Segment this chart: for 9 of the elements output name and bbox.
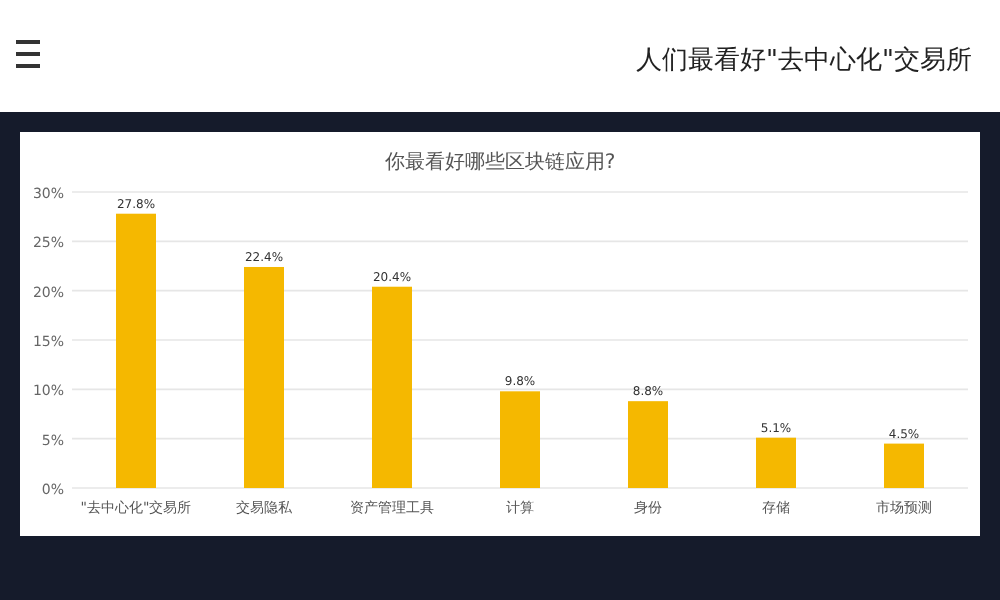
bar <box>116 213 156 488</box>
bar <box>884 443 924 488</box>
bar <box>372 286 412 488</box>
bar <box>244 266 284 488</box>
bar <box>500 391 540 488</box>
text: 人们最看好"去中心化"交易所 <box>636 44 972 76</box>
bar <box>756 437 796 488</box>
chart-title: 你最看好哪些区块链应用? <box>384 150 616 174</box>
bar <box>628 401 668 488</box>
